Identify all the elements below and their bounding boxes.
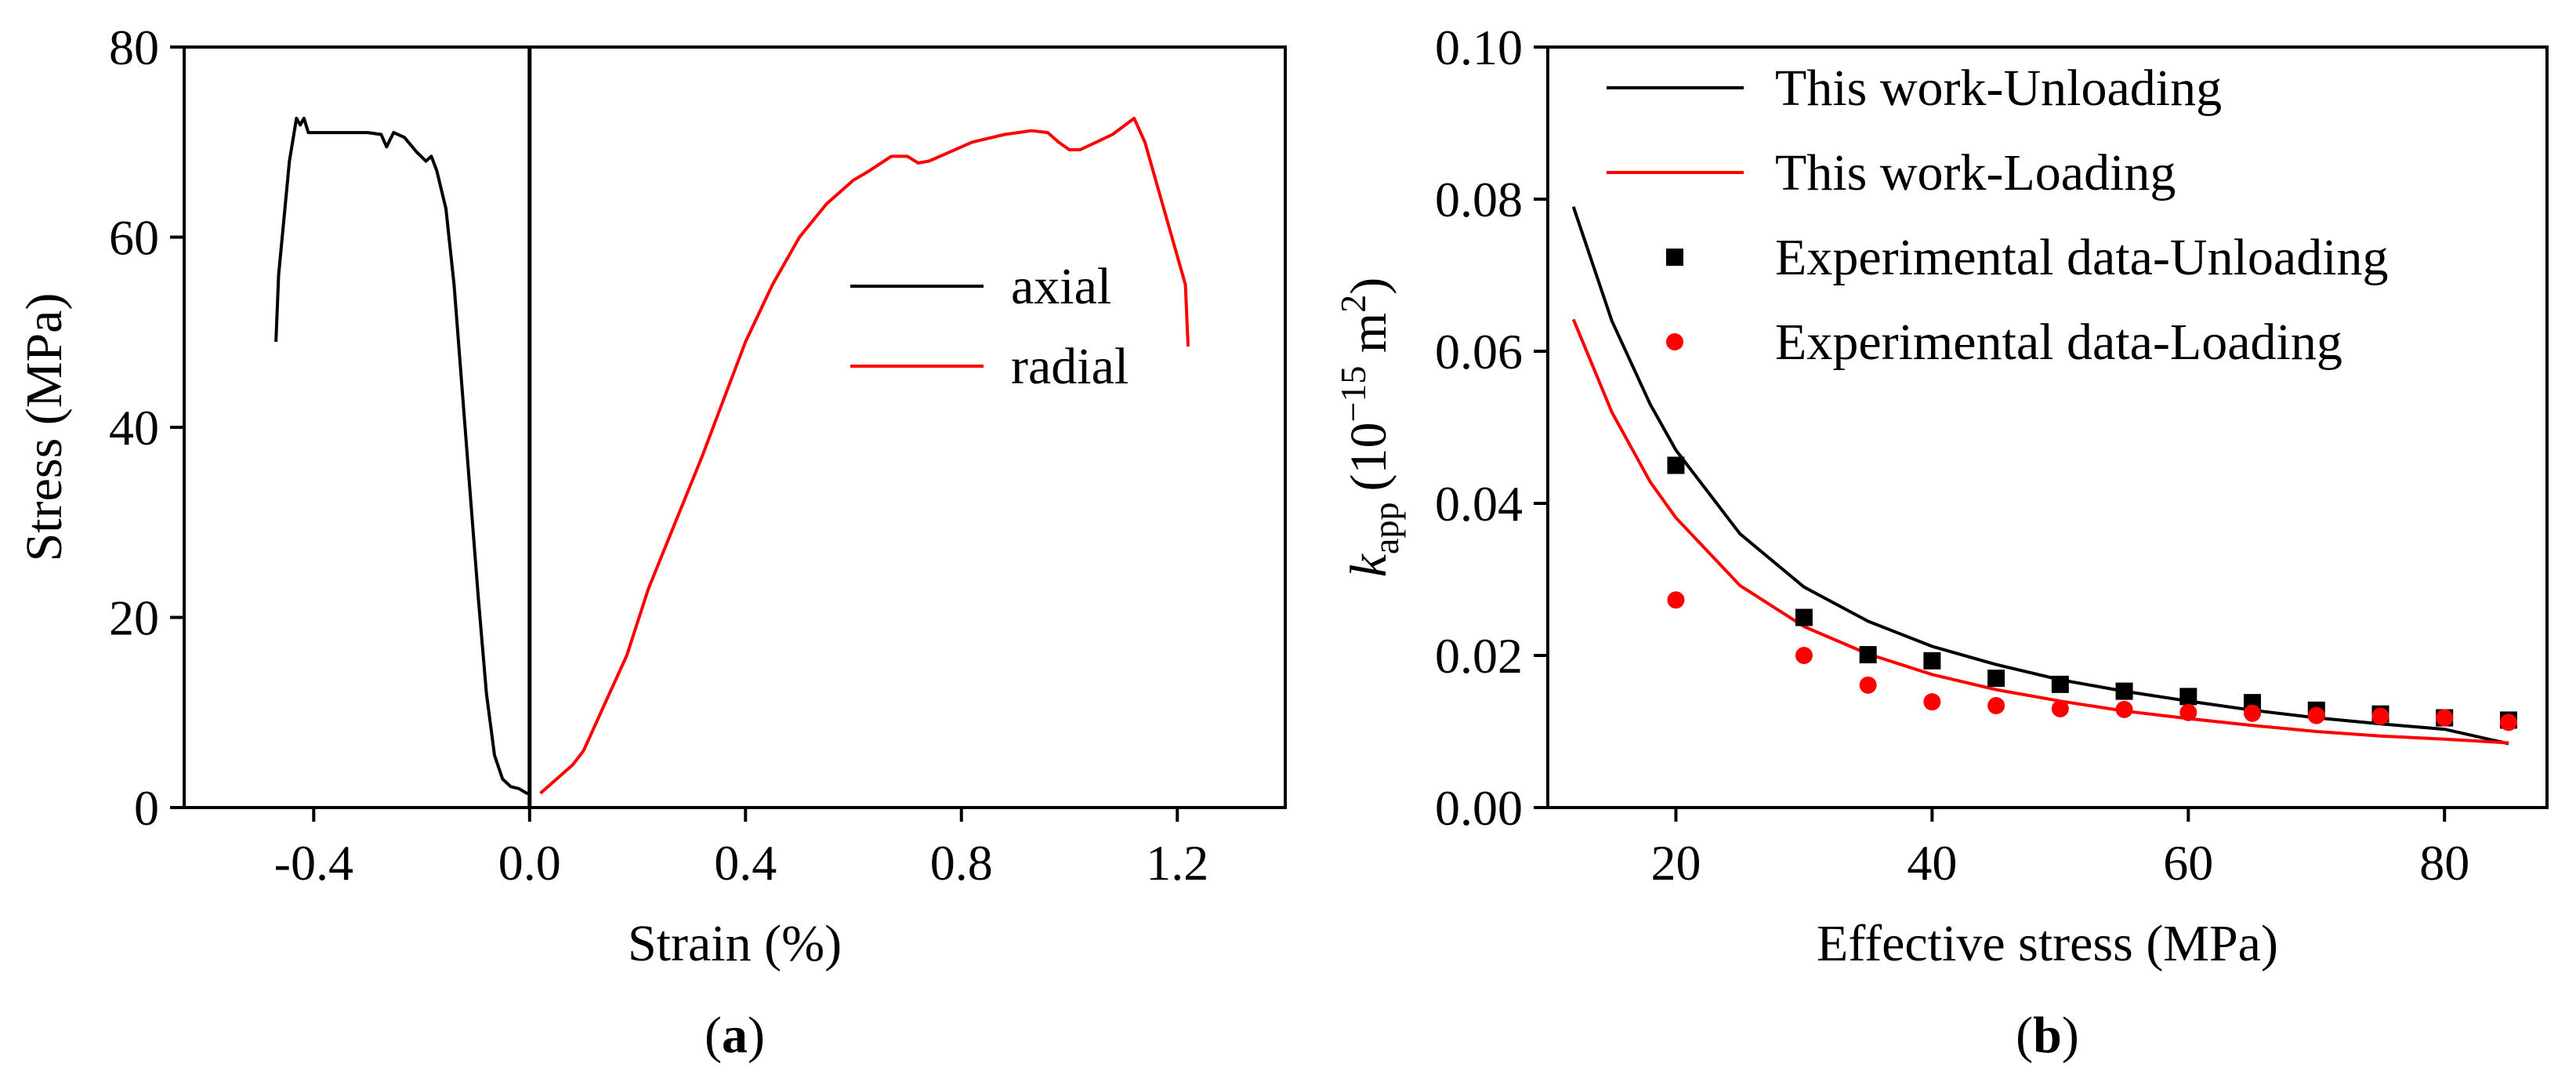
panel-a-y-axis-label: Stress (MPa) bbox=[16, 293, 73, 562]
panel-b-y-label-units-mid: m bbox=[1340, 313, 1397, 366]
panel-b-series-experimental-data-loading-point bbox=[2179, 703, 2197, 721]
panel-b-series-experimental-data-loading-point bbox=[1923, 693, 1941, 711]
panel-b-y-label-units-open: (10 bbox=[1340, 423, 1397, 492]
panel-a-x-ticks: -0.4 0.0 0.4 0.8 1.2 bbox=[274, 808, 1208, 891]
panel-b-series-experimental-data-unloading-point bbox=[1667, 456, 1685, 474]
panel-b-series-experimental-data-loading-point bbox=[2371, 707, 2389, 725]
panel-b-caption: (b) bbox=[2016, 1007, 2079, 1064]
panel-a-x-tick-label: 1.2 bbox=[1146, 835, 1208, 891]
panel-b-legend-this-work-loading-label: This work-Loading bbox=[1775, 144, 2176, 201]
panel-b-series-experimental-data-loading-point bbox=[1987, 697, 2005, 715]
panel-a-caption-open: ( bbox=[705, 1007, 722, 1064]
panel-a-y-tick-label: 0 bbox=[134, 780, 159, 836]
panel-b-x-tick-label: 40 bbox=[1907, 835, 1957, 891]
panel-a-caption-letter: a bbox=[722, 1007, 748, 1064]
panel-b-series-experimental-data-loading-point bbox=[1795, 647, 1813, 664]
panel-a-series-radial-line bbox=[539, 116, 1190, 795]
panel-b-plot-frame bbox=[1546, 45, 2549, 809]
panel-a-chart: -0.4 0.0 0.4 0.8 1.2 0 20 40 60 80 Strain (%) St… bbox=[16, 20, 1287, 1064]
panel-b-caption-close: ) bbox=[2062, 1007, 2079, 1064]
panel-b-y-tick-label: 0.00 bbox=[1435, 780, 1523, 836]
panel-b-series-experimental-data-unloading-point bbox=[1923, 652, 1941, 670]
panel-b-y-label-exponent: −15 bbox=[1333, 366, 1373, 423]
panel-b-caption-letter: b bbox=[2033, 1007, 2062, 1064]
panel-b-series-group bbox=[1571, 206, 2517, 746]
panel-a-x-axis-label: Strain (%) bbox=[628, 915, 842, 972]
panel-a-y-ticks: 0 20 40 60 80 bbox=[109, 20, 184, 836]
panel-b-series-experimental-data-unloading-point bbox=[2051, 675, 2069, 693]
panel-a-y-tick-label: 80 bbox=[109, 20, 159, 75]
panel-b-y-tick-label: 0.02 bbox=[1435, 628, 1523, 684]
panel-b-series-experimental-data-loading-point bbox=[2115, 700, 2133, 718]
panel-b-y-ticks: 0.00 0.02 0.04 0.06 0.08 0.10 bbox=[1435, 20, 1548, 836]
panel-b-y-label-units-close: ) bbox=[1340, 278, 1397, 295]
panel-a-series-group bbox=[274, 116, 1190, 795]
panel-b-series-experimental-data-unloading-point bbox=[2115, 682, 2133, 700]
panel-a-x-tick-label: 0.0 bbox=[498, 835, 561, 891]
panel-b-legend-experimental-data-loading-label: Experimental data-Loading bbox=[1775, 314, 2342, 371]
panel-b-y-tick-label: 0.10 bbox=[1435, 20, 1523, 75]
panel-b-caption-open: ( bbox=[2016, 1007, 2033, 1064]
panel-b-series-experimental-data-loading-point bbox=[1667, 591, 1685, 609]
panel-a-y-tick-label: 20 bbox=[109, 590, 159, 646]
panel-b-x-ticks: 20 40 60 80 bbox=[1650, 808, 2469, 891]
panel-b-y-tick-label: 0.08 bbox=[1435, 172, 1523, 227]
panel-b-y-tick-label: 0.06 bbox=[1435, 324, 1523, 379]
panel-a-x-tick-label: 0.4 bbox=[714, 835, 777, 891]
panel-b-chart: 20 40 60 80 0.00 0.02 0.04 0.06 0.08 0.10 Effect… bbox=[1333, 20, 2549, 1064]
panel-b-legend-experimental-data-unloading-swatch bbox=[1666, 249, 1683, 266]
panel-a-caption: (a) bbox=[705, 1007, 765, 1064]
panel-b-series-experimental-data-loading-point bbox=[2499, 713, 2517, 732]
panel-b-y-axis-label: kapp (10−15 m2) bbox=[1333, 278, 1406, 577]
panel-a-legend-label-radial: radial bbox=[1011, 338, 1129, 395]
panel-b-y-label-subscript: app bbox=[1366, 503, 1406, 554]
panel-b-series-experimental-data-unloading-point bbox=[1795, 608, 1813, 626]
panel-a-caption-close: ) bbox=[748, 1007, 765, 1064]
panel-b-legend-this-work-unloading-label: This work-Unloading bbox=[1775, 60, 2222, 117]
panel-a-y-tick-label: 40 bbox=[109, 400, 159, 456]
panel-b-series-experimental-data-loading-point bbox=[2307, 706, 2325, 724]
panel-b-series-experimental-data-loading-point bbox=[1859, 676, 1877, 694]
panel-a-plot-frame bbox=[183, 45, 1287, 809]
panel-b-x-tick-label: 80 bbox=[2419, 835, 2469, 891]
panel-b-x-tick-label: 60 bbox=[2163, 835, 2213, 891]
panel-a-series-axial-line bbox=[274, 116, 530, 795]
panel-b-legend-experimental-data-unloading-label: Experimental data-Unloading bbox=[1775, 229, 2389, 286]
panel-b-y-tick-label: 0.04 bbox=[1435, 476, 1523, 532]
panel-b-series-experimental-data-loading-point bbox=[2244, 704, 2262, 722]
panel-b-series-experimental-data-unloading-point bbox=[1859, 646, 1877, 664]
panel-a-legend: axial radial bbox=[850, 258, 1129, 395]
panel-b-legend: This work-Unloading This work-Loading Expe… bbox=[1607, 60, 2389, 371]
panel-b-legend-experimental-data-loading-swatch bbox=[1666, 333, 1683, 350]
panel-a-y-tick-label: 60 bbox=[109, 210, 159, 266]
panel-b-series-this-work-loading-line bbox=[1571, 318, 2509, 745]
panel-b-series-experimental-data-loading-point bbox=[2436, 709, 2454, 727]
panel-b-series-experimental-data-unloading-point bbox=[1987, 670, 2005, 688]
panel-a-legend-label-axial: axial bbox=[1011, 258, 1111, 315]
panel-b-y-label-symbol: k bbox=[1340, 553, 1397, 577]
panel-b-y-label-exponent-2: 2 bbox=[1333, 295, 1373, 313]
panel-b-series-experimental-data-unloading-point bbox=[2179, 688, 2197, 706]
panel-b-series-this-work-unloading-line bbox=[1571, 206, 2509, 746]
panel-a-x-tick-label: 0.8 bbox=[930, 835, 993, 891]
panel-a-x-tick-label: -0.4 bbox=[274, 835, 353, 891]
panel-b-series-experimental-data-loading-point bbox=[2051, 699, 2069, 717]
panel-b-x-tick-label: 20 bbox=[1650, 835, 1701, 891]
panel-b-x-axis-label: Effective stress (MPa) bbox=[1817, 915, 2278, 972]
